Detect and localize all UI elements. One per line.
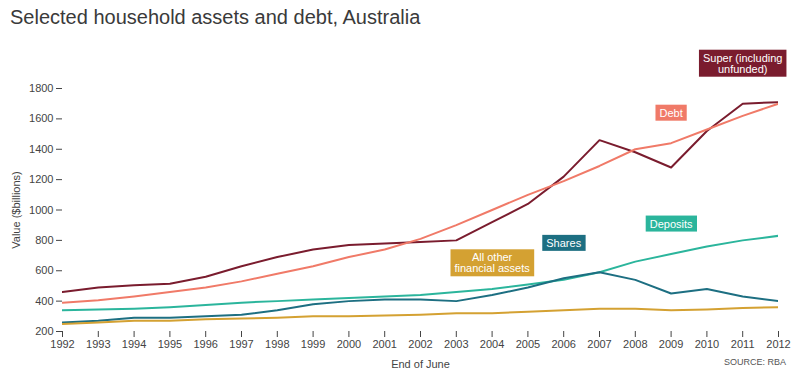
html-text:Selected household assets and: Selected household assets and debt, Aust…: [10, 6, 421, 28]
svg-text:800: 800: [35, 234, 53, 246]
svg-text:1998: 1998: [265, 338, 289, 350]
svg-text:2001: 2001: [372, 338, 396, 350]
svg-text:2006: 2006: [551, 338, 575, 350]
svg-text:Value ($billions): Value ($billions): [10, 171, 22, 248]
svg-text:1996: 1996: [193, 338, 217, 350]
svg-text:Super (includingunfunded): Super (includingunfunded): [703, 52, 783, 75]
svg-text:2002: 2002: [408, 338, 432, 350]
svg-text:1999: 1999: [301, 338, 325, 350]
svg-text:1400: 1400: [29, 143, 53, 155]
svg-text:2010: 2010: [695, 338, 719, 350]
svg-text:2004: 2004: [480, 338, 504, 350]
svg-text:600: 600: [35, 264, 53, 276]
svg-text:1800: 1800: [29, 82, 53, 94]
svg-text:1200: 1200: [29, 173, 53, 185]
svg-text:Deposits: Deposits: [650, 218, 693, 230]
svg-text:1995: 1995: [158, 338, 182, 350]
svg-text:End of June: End of June: [391, 358, 450, 370]
svg-text:1993: 1993: [86, 338, 110, 350]
svg-text:1992: 1992: [50, 338, 74, 350]
svg-text:1997: 1997: [229, 338, 253, 350]
svg-text:2000: 2000: [337, 338, 361, 350]
svg-text:200: 200: [35, 325, 53, 337]
svg-text:1600: 1600: [29, 112, 53, 124]
svg-text:2011: 2011: [731, 338, 755, 350]
svg-text:2005: 2005: [516, 338, 540, 350]
svg-text:2008: 2008: [623, 338, 647, 350]
svg-text:2009: 2009: [659, 338, 683, 350]
svg-text:2003: 2003: [444, 338, 468, 350]
svg-text:2007: 2007: [587, 338, 611, 350]
svg-text:1000: 1000: [29, 204, 53, 216]
html-text:SOURCE: RBA: SOURCE: RBA: [724, 357, 786, 367]
svg-text:All otherfinancial assets: All otherfinancial assets: [454, 251, 530, 274]
svg-text:2012: 2012: [766, 338, 790, 350]
svg-text:Shares: Shares: [546, 237, 581, 249]
svg-text:1994: 1994: [122, 338, 146, 350]
svg-text:400: 400: [35, 295, 53, 307]
svg-text:Debt: Debt: [659, 107, 682, 119]
